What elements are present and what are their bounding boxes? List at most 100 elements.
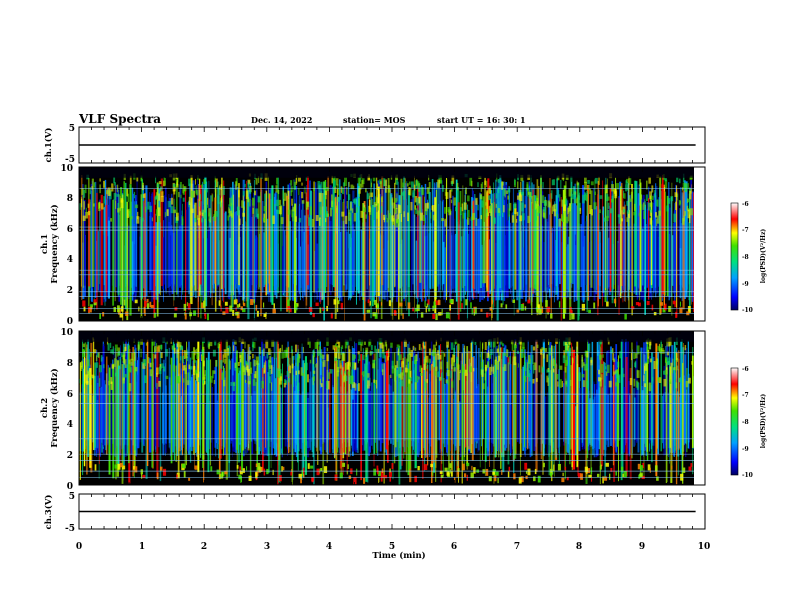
spectrogram-band [561, 380, 564, 388]
spectrogram-band [398, 374, 401, 378]
spectrogram-band [155, 195, 159, 200]
spectrogram-lowband [186, 302, 189, 307]
spectrogram-band [255, 208, 259, 218]
spectrogram-band [360, 210, 364, 218]
spectrogram-band [456, 362, 458, 369]
spectrogram-burst [129, 184, 132, 316]
spectrogram-burst [585, 350, 588, 484]
spectrogram-band [444, 218, 446, 227]
spectrogram-burst [691, 184, 693, 305]
spectrogram-noise [299, 246, 301, 301]
spectrogram-noise [581, 215, 583, 301]
spectrogram-noise [503, 204, 505, 301]
spectrogram-band [284, 379, 287, 384]
spectrogram-burst [177, 341, 180, 473]
spectrogram-band [168, 201, 172, 208]
spectrogram-noise [135, 200, 137, 303]
spectrogram-burst [614, 177, 617, 307]
spectrogram-band [520, 174, 524, 182]
spectrogram-noise [505, 184, 508, 298]
spectrogram-band [107, 187, 111, 196]
spectrogram-band [384, 179, 387, 187]
spectrogram-burst [144, 193, 146, 316]
spectrogram-band [501, 181, 504, 186]
spectrogram-band [390, 342, 393, 348]
spectrogram-band [548, 338, 550, 345]
spectrogram-noise [149, 202, 152, 291]
time-tick: 4 [326, 542, 332, 552]
spectrogram-lowband [417, 466, 420, 471]
ch2-freq-tick: 4 [67, 420, 73, 430]
spectrogram-band [365, 347, 369, 355]
spectrogram-lowband [83, 306, 86, 312]
spectrogram-band [202, 379, 205, 384]
spectrogram-lowband [553, 464, 555, 472]
spectrogram-band [301, 191, 304, 199]
spectrogram-noise [398, 195, 401, 289]
spectrogram-noise [339, 179, 341, 302]
spectrogram-band [428, 358, 431, 364]
spectrogram-burst [294, 203, 297, 313]
spectrogram-noise [656, 218, 659, 293]
spectrogram-band [294, 376, 297, 382]
spectrogram-burst [499, 347, 502, 469]
spectrogram-burst [96, 192, 98, 310]
spectrogram-noise [231, 358, 234, 442]
spectrogram-band [455, 206, 458, 212]
spectrogram-band [396, 214, 399, 223]
spectrogram-noise [124, 393, 126, 445]
spectrogram-band [556, 374, 559, 380]
spectrogram-burst [620, 183, 623, 287]
spectrogram-lowband [287, 299, 290, 307]
spectrogram-band [471, 219, 473, 229]
spectrogram-burst [502, 187, 504, 305]
spectrogram-burst [622, 188, 624, 303]
spectrogram-band [672, 358, 674, 366]
spectrogram-band [346, 187, 348, 195]
spectrogram-band [312, 376, 314, 386]
spectrogram-band [610, 208, 613, 214]
spectrogram-burst [549, 178, 551, 288]
spectrogram-band [218, 341, 220, 349]
spectrogram-band [533, 362, 537, 371]
spectrogram-noise [169, 198, 172, 287]
spectrogram-band [122, 354, 125, 360]
spectrogram-band [584, 350, 587, 357]
spectrogram-noise [599, 242, 601, 299]
spectrogram-noise [374, 204, 376, 296]
spectrogram-lowband [99, 313, 101, 319]
spectrogram-band [431, 366, 434, 370]
spectrogram-burst [218, 346, 219, 459]
spectrogram-band [552, 179, 556, 186]
spectrogram-band [358, 354, 361, 361]
spectrogram-band [498, 355, 501, 362]
spectrogram-band [147, 201, 150, 210]
spectrogram-burst [392, 352, 394, 480]
spectrogram-lowband [557, 463, 561, 471]
spectrogram-noise [299, 203, 300, 295]
spectrogram-noise [248, 187, 251, 296]
spectrogram-band [191, 208, 194, 214]
spectrogram-band [339, 360, 342, 369]
spectrogram-burst [173, 189, 175, 307]
spectrogram-noise [670, 196, 673, 298]
spectrogram-band [639, 179, 642, 187]
spectrogram-band [427, 202, 429, 209]
spectrogram-burst [135, 368, 137, 456]
spectrogram-band [516, 218, 518, 223]
spectrogram-band [133, 191, 136, 199]
spectrogram-band [533, 364, 535, 374]
spectrogram-band [606, 194, 609, 202]
spectrogram-noise [505, 390, 508, 448]
spectrogram-band [241, 200, 244, 208]
spectrogram-noise [108, 220, 110, 299]
spectrogram-band [358, 187, 361, 194]
spectrogram-band [514, 345, 517, 349]
spectrogram-lowband [407, 302, 411, 310]
spectrogram-lowband [688, 466, 692, 471]
spectrogram-band [431, 351, 433, 356]
spectrogram-band [503, 352, 506, 357]
spectrogram-burst [491, 203, 493, 321]
spectrogram-band [330, 203, 334, 208]
spectrogram-noise [348, 182, 350, 301]
